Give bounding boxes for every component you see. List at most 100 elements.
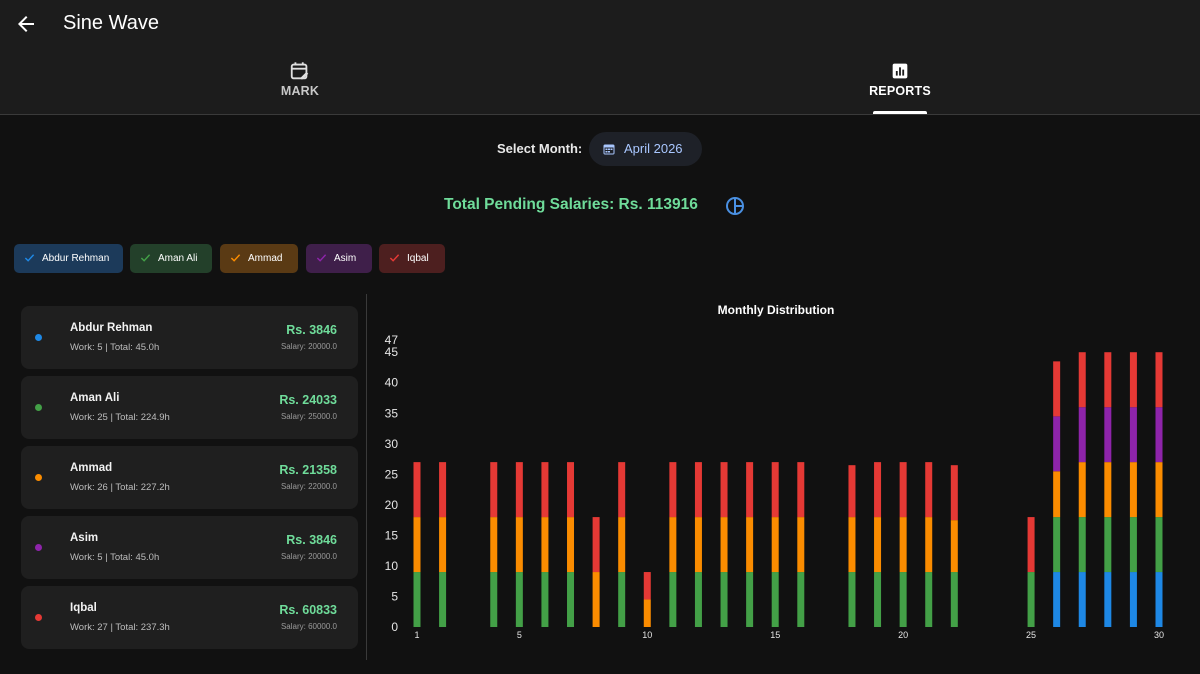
calendar-icon (603, 144, 615, 155)
bar-segment (899, 572, 907, 627)
bar-segment (541, 572, 549, 627)
bar-segment (1078, 352, 1086, 408)
employee-card[interactable]: Aman Ali Work: 25 | Total: 224.9h Rs. 2403… (21, 376, 358, 439)
employee-name: Iqbal (70, 602, 97, 614)
employee-name: Abdur Rehman (70, 322, 153, 334)
employee-pending-amount: Rs. 21358 (279, 463, 337, 477)
tab-mark-label: MARK (280, 84, 320, 98)
bar-segment (439, 572, 447, 627)
employee-pending-amount: Rs. 3846 (286, 323, 337, 337)
bar-segment (1027, 572, 1035, 627)
bar-segment (490, 462, 498, 518)
bar-segment (1129, 352, 1137, 408)
bar-segment (669, 462, 677, 518)
filter-chip-label: Asim (334, 253, 357, 264)
filter-chip-label: Ammad (248, 253, 283, 264)
bar-segment (1104, 517, 1112, 573)
employee-name: Aman Ali (70, 392, 120, 404)
bar-segment (541, 517, 549, 573)
page-title: Sine Wave (63, 12, 159, 34)
bar-segment (925, 572, 933, 627)
bar-segment (720, 517, 728, 573)
check-icon (389, 254, 400, 262)
bar-segment (567, 462, 575, 518)
bar-segment (746, 572, 754, 627)
bar-segment (1129, 462, 1137, 518)
bar-segment (1104, 572, 1112, 627)
bar-segment (618, 462, 626, 518)
arrow-back-icon[interactable] (14, 12, 38, 36)
bar-segment (694, 517, 702, 573)
filter-chip[interactable]: Asim (306, 244, 372, 273)
bar-segment (592, 517, 600, 573)
x-tick-label: 25 (1026, 630, 1036, 640)
employee-card[interactable]: Ammad Work: 26 | Total: 227.2h Rs. 21358 Sa… (21, 446, 358, 509)
bar-segment (950, 572, 958, 627)
tab-reports-label: REPORTS (869, 84, 931, 98)
filter-chip-label: Iqbal (407, 253, 429, 264)
tab-reports[interactable]: REPORTS (800, 60, 1000, 114)
edit-calendar-icon (290, 62, 309, 80)
bar-segment (874, 517, 882, 573)
bar-segment (1129, 407, 1137, 463)
employee-salary: Salary: 25000.0 (280, 412, 337, 421)
bar-segment (925, 517, 933, 573)
filter-chip[interactable]: Aman Ali (130, 244, 212, 273)
bar-segment (720, 572, 728, 627)
y-tick-label: 20 (385, 498, 399, 512)
bar-segment (1104, 352, 1112, 408)
filter-chip[interactable]: Ammad (220, 244, 298, 273)
employee-salary: Salary: 60000.0 (280, 622, 337, 631)
bar-segment (1155, 462, 1163, 518)
bar-segment (643, 599, 651, 627)
bar-segment (1078, 572, 1086, 627)
check-icon (316, 254, 327, 262)
bar-segment (874, 572, 882, 627)
employee-salary: Salary: 20000.0 (280, 552, 337, 561)
employee-work-detail: Work: 5 | Total: 45.0h (70, 552, 160, 563)
filter-chip-label: Aman Ali (158, 253, 198, 264)
bar-segment (694, 572, 702, 627)
filter-chip[interactable]: Abdur Rehman (14, 244, 123, 273)
x-tick-label: 30 (1154, 630, 1164, 640)
month-picker-button[interactable]: April 2026 (589, 132, 702, 166)
employee-salary: Salary: 22000.0 (280, 482, 337, 491)
employee-color-dot (35, 544, 42, 551)
bar-segment (950, 520, 958, 573)
bar-segment (1155, 352, 1163, 408)
bar-segment (490, 572, 498, 627)
y-tick-label: 47 (385, 333, 399, 347)
y-tick-label: 45 (385, 345, 399, 359)
bar-segment (771, 517, 779, 573)
bar-segment (1129, 517, 1137, 573)
pie-chart-icon[interactable] (725, 196, 745, 216)
filter-chip[interactable]: Iqbal (379, 244, 445, 273)
bar-segment (1053, 471, 1061, 518)
app-bar: Sine Wave MARK REPORTS (0, 0, 1200, 115)
bar-segment (1078, 462, 1086, 518)
bar-segment (1129, 572, 1137, 627)
y-tick-label: 10 (385, 559, 399, 573)
employee-card[interactable]: Abdur Rehman Work: 5 | Total: 45.0h Rs. 38… (21, 306, 358, 369)
y-tick-label: 25 (385, 467, 399, 481)
bar-segment (1053, 416, 1061, 472)
bar-segment (1155, 517, 1163, 573)
employee-color-dot (35, 614, 42, 621)
employee-card[interactable]: Iqbal Work: 27 | Total: 237.3h Rs. 60833 Sa… (21, 586, 358, 649)
bar-segment (848, 517, 856, 573)
y-tick-label: 40 (385, 376, 399, 390)
bar-segment (1027, 517, 1035, 573)
employee-color-dot (35, 474, 42, 481)
bar-segment (771, 462, 779, 518)
bar-segment (618, 572, 626, 627)
employee-work-detail: Work: 25 | Total: 224.9h (70, 412, 170, 423)
bar-segment (1053, 517, 1061, 573)
check-icon (24, 254, 35, 262)
bar-segment (515, 517, 523, 573)
bar-segment (1053, 361, 1061, 417)
employee-card[interactable]: Asim Work: 5 | Total: 45.0h Rs. 3846 Salary… (21, 516, 358, 579)
bar-segment (1053, 572, 1061, 627)
tab-mark[interactable]: MARK (200, 60, 400, 114)
bar-segment (874, 462, 882, 518)
